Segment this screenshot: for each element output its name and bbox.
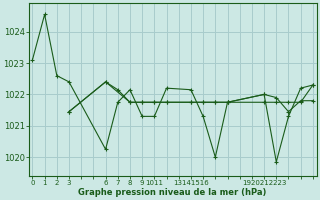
X-axis label: Graphe pression niveau de la mer (hPa): Graphe pression niveau de la mer (hPa) xyxy=(78,188,267,197)
